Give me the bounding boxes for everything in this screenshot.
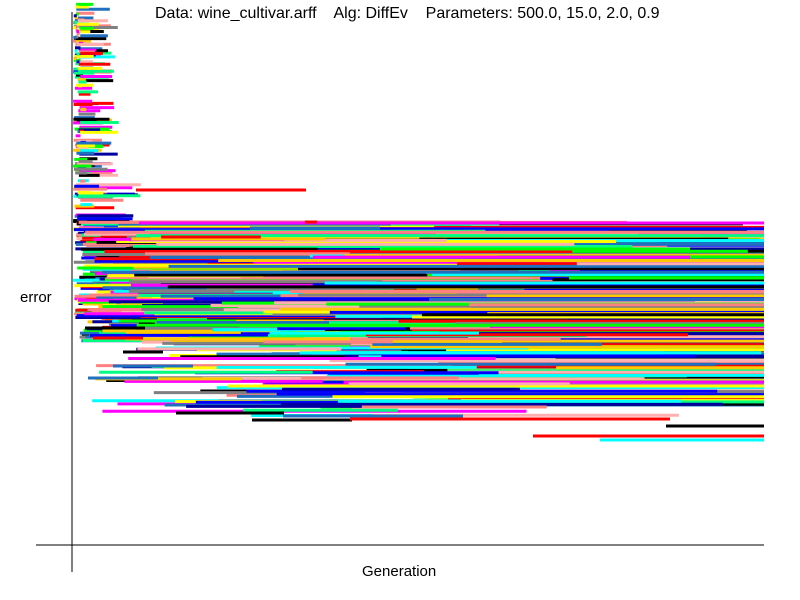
y-axis-label: error bbox=[20, 289, 52, 306]
x-axis-label: Generation bbox=[362, 563, 437, 580]
chart-title: Data: wine_cultivar.arff Alg: DiffEv Par… bbox=[155, 5, 660, 22]
evolution-traces bbox=[73, 2, 764, 442]
